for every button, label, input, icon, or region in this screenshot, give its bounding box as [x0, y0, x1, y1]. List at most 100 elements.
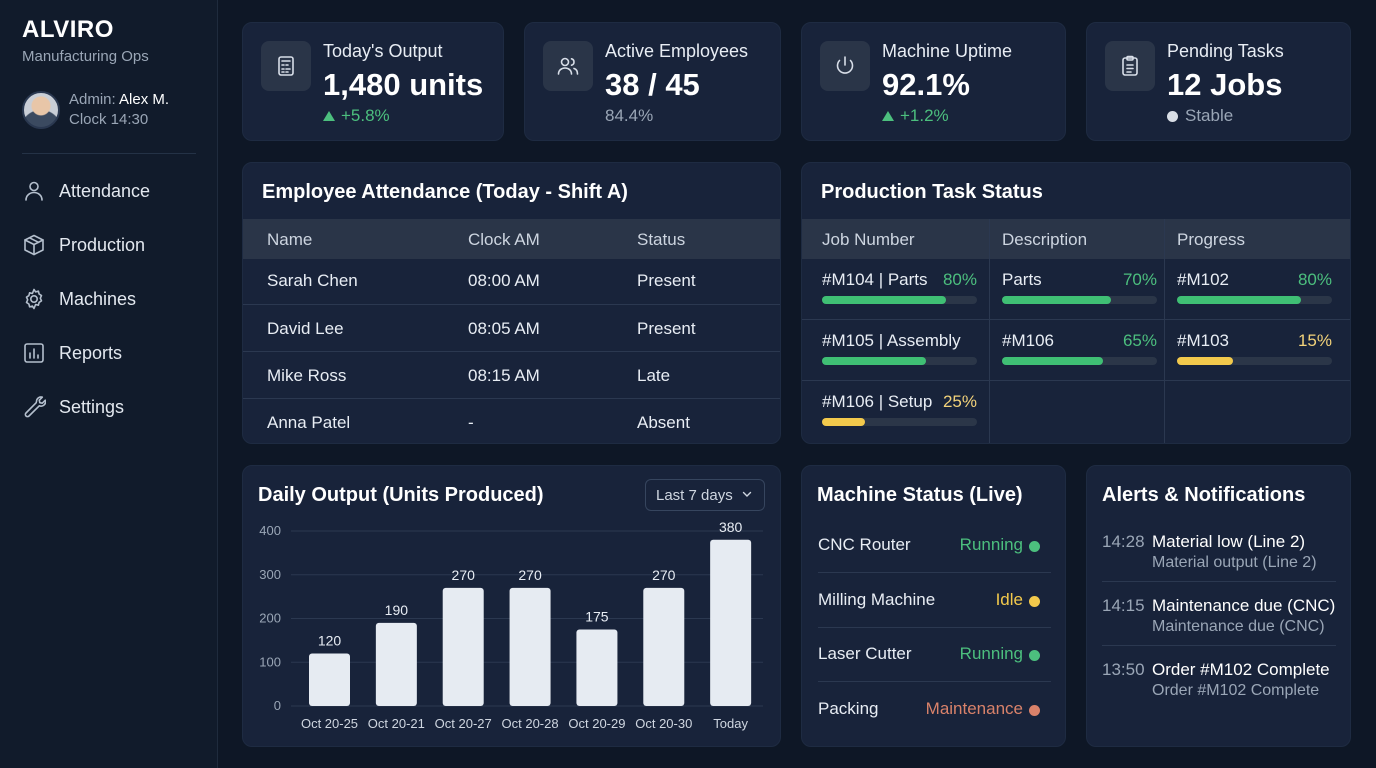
chart-title: Daily Output (Units Produced) — [258, 484, 544, 506]
chevron-down-icon — [742, 491, 752, 497]
task-cell[interactable]: #M106 | Setup 25% — [822, 392, 977, 442]
machine-status: Maintenance — [925, 698, 1023, 718]
task-percent: 25% — [942, 392, 977, 411]
column-header[interactable]: Name — [267, 230, 313, 249]
kpi-value: 38 / 45 — [605, 67, 700, 102]
column-header[interactable]: Job Number — [822, 230, 915, 249]
grid-divider — [802, 380, 1350, 381]
alert-title: Order #M102 Complete — [1152, 660, 1330, 679]
sidebar-item-settings[interactable]: Settings — [0, 380, 218, 434]
column-header[interactable]: Status — [637, 230, 686, 249]
kpi-sub: 84.4% — [605, 106, 654, 125]
box-icon — [22, 233, 46, 257]
avatar[interactable] — [22, 91, 60, 129]
data-label: 270 — [518, 567, 542, 583]
cell-clock: - — [468, 413, 474, 432]
task-name: Parts — [1002, 270, 1042, 289]
sidebar-item-attendance[interactable]: Attendance — [0, 164, 218, 218]
tasks-title: Production Task Status — [821, 181, 1043, 203]
row-divider — [818, 681, 1051, 682]
user-clock: Clock 14:30 — [69, 111, 149, 128]
column-header[interactable]: Description — [1002, 230, 1088, 249]
x-tick-label: Oct 20-21 — [368, 716, 425, 731]
column-header[interactable]: Clock AM — [468, 230, 540, 249]
alert-time: 13:50 — [1102, 660, 1145, 679]
y-tick-label: 200 — [259, 611, 281, 626]
cell-name: David Lee — [267, 319, 344, 338]
trend-up-icon — [323, 111, 335, 121]
column-header[interactable]: Progress — [1177, 230, 1246, 249]
alert-item[interactable]: 14:15 Maintenance due (CNC) Maintenance du… — [1102, 582, 1336, 646]
task-name: #M105 | Assembly — [822, 331, 961, 350]
machine-name: CNC Router — [818, 535, 911, 554]
sidebar-item-reports[interactable]: Reports — [0, 326, 218, 380]
task-progress-bar — [1177, 296, 1332, 304]
sidebar-item-label: Machines — [59, 288, 137, 309]
kpi-card-pending[interactable]: Pending Tasks 12 Jobs Stable — [1086, 22, 1351, 141]
range-dropdown-label: Last 7 days — [656, 486, 733, 504]
user-role-label: Admin: — [69, 91, 116, 108]
grid-divider — [802, 319, 1350, 320]
wrench-icon — [22, 395, 47, 419]
task-cell[interactable]: #M103 15% — [1177, 331, 1332, 381]
machine-row[interactable]: CNC Router Running — [818, 519, 1051, 573]
brand: ALVIRO Manufacturing Ops — [22, 16, 149, 65]
row-divider — [1102, 645, 1336, 646]
range-dropdown[interactable]: Last 7 days — [645, 479, 765, 511]
sidebar-item-label: Attendance — [59, 180, 151, 201]
kpi-label: Pending Tasks — [1167, 41, 1284, 61]
bar — [643, 587, 685, 706]
table-row[interactable]: Mike Ross 08:15 AM Late — [243, 351, 780, 398]
user-profile[interactable]: Admin: Alex M. Clock 14:30 — [22, 90, 169, 130]
x-tick-label: Oct 20-27 — [435, 716, 492, 731]
task-name: #M106 | Setup — [822, 392, 933, 411]
alert-title: Maintenance due (CNC) — [1152, 596, 1336, 615]
task-progress-fill — [1177, 296, 1301, 304]
task-progress-bar — [822, 296, 977, 304]
task-cell[interactable]: #M104 | Parts 80% — [822, 270, 977, 320]
cell-name: Sarah Chen — [267, 271, 358, 290]
bar — [375, 622, 417, 706]
task-percent: 70% — [1122, 270, 1157, 289]
kpi-card-output[interactable]: Today's Output 1,480 units +5.8% — [242, 22, 504, 141]
kpi-card-employees[interactable]: Active Employees 38 / 45 84.4% — [524, 22, 781, 141]
bar — [710, 539, 752, 706]
grid-divider — [1164, 219, 1165, 443]
alert-item[interactable]: 13:50 Order #M102 Complete Order #M102 Com… — [1102, 646, 1336, 710]
table-row[interactable]: Anna Patel - Absent — [243, 398, 780, 443]
table-row[interactable]: Sarah Chen 08:00 AM Present — [243, 258, 780, 305]
calculator-icon — [261, 41, 311, 91]
cell-name: Mike Ross — [267, 366, 347, 385]
task-cell[interactable]: Parts 70% — [1002, 270, 1157, 320]
attendance-title: Employee Attendance (Today - Shift A) — [262, 181, 628, 203]
users-icon — [543, 41, 593, 91]
grid-divider — [989, 219, 990, 443]
x-tick-label: Today — [713, 716, 748, 731]
task-cell[interactable]: #M105 | Assembly — [822, 331, 977, 381]
machine-row[interactable]: Laser Cutter Running — [818, 628, 1051, 682]
cell-status: Late — [637, 366, 671, 385]
table-row[interactable]: David Lee 08:05 AM Present — [243, 304, 780, 351]
alert-description: Material output (Line 2) — [1152, 554, 1317, 571]
cell-name: Anna Patel — [267, 413, 351, 432]
task-cell[interactable]: #M102 80% — [1177, 270, 1332, 320]
data-label: 380 — [719, 519, 743, 535]
power-icon — [820, 41, 870, 91]
task-cell[interactable]: #M106 65% — [1002, 331, 1157, 381]
bar — [509, 587, 551, 706]
x-tick-label: Oct 20-29 — [568, 716, 625, 731]
task-progress-fill — [822, 296, 946, 304]
machine-name: Laser Cutter — [818, 644, 912, 663]
sidebar-item-production[interactable]: Production — [0, 218, 218, 272]
status-dot — [1029, 650, 1040, 661]
attendance-table-header: Name Clock AM Status — [243, 219, 780, 259]
bar — [576, 629, 618, 706]
alert-item[interactable]: 14:28 Material low (Line 2) Material outpu… — [1102, 518, 1336, 582]
kpi-card-uptime[interactable]: Machine Uptime 92.1% +1.2% — [801, 22, 1066, 141]
task-progress-bar — [1177, 357, 1332, 365]
machine-row[interactable]: Packing Maintenance — [818, 683, 1051, 737]
task-name: #M103 — [1177, 331, 1229, 350]
machine-row[interactable]: Milling Machine Idle — [818, 574, 1051, 628]
sidebar-item-machines[interactable]: Machines — [0, 272, 218, 326]
person-icon — [22, 179, 46, 203]
